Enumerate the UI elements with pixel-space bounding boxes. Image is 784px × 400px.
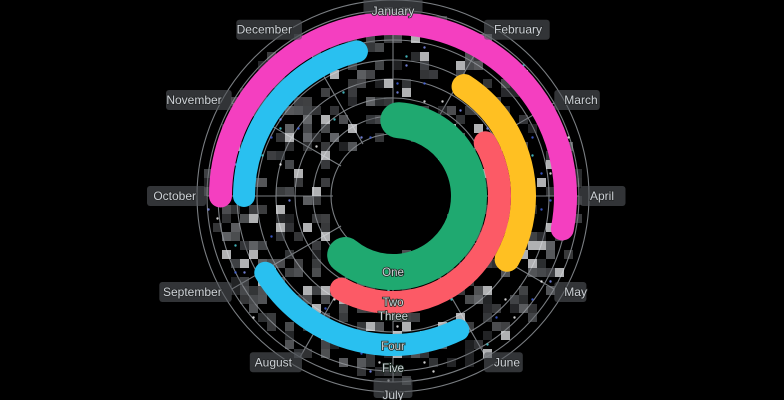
svg-text:May: May: [564, 285, 587, 299]
svg-text:December: December: [237, 23, 292, 37]
svg-text:Four: Four: [381, 341, 405, 353]
svg-text:October: October: [153, 189, 196, 203]
svg-text:June: June: [494, 355, 520, 369]
svg-text:November: November: [166, 93, 221, 107]
svg-text:April: April: [590, 189, 614, 203]
svg-text:Five: Five: [382, 363, 404, 375]
svg-text:January: January: [372, 4, 415, 18]
svg-text:Three: Three: [378, 311, 408, 323]
svg-text:February: February: [494, 23, 542, 37]
svg-text:September: September: [163, 285, 222, 299]
svg-text:March: March: [564, 93, 597, 107]
svg-text:One: One: [382, 267, 404, 279]
svg-text:July: July: [382, 388, 403, 400]
svg-text:Two: Two: [382, 297, 403, 309]
svg-text:August: August: [255, 355, 293, 369]
